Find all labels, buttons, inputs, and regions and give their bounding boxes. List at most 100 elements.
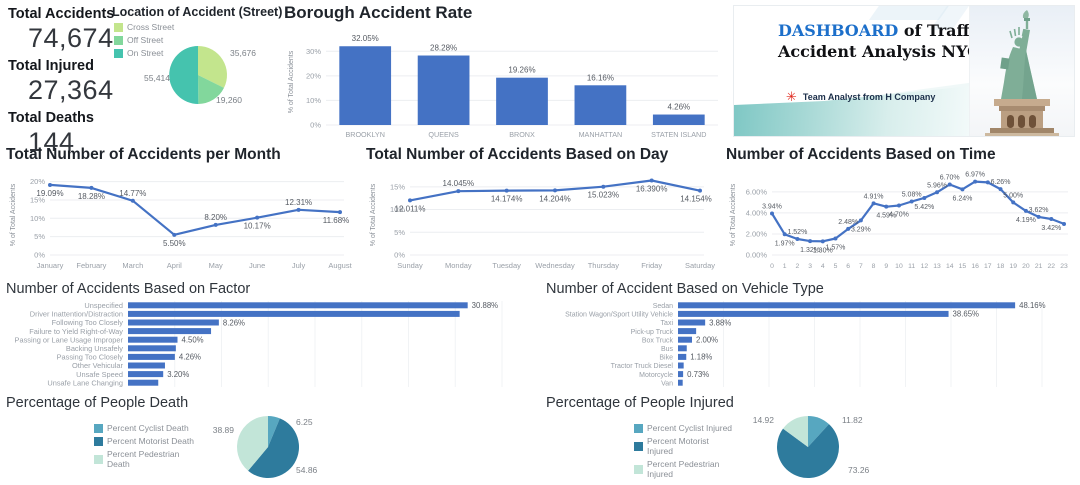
svg-text:28.28%: 28.28% xyxy=(430,44,457,53)
svg-text:30.88%: 30.88% xyxy=(472,301,499,310)
svg-text:Unspecified: Unspecified xyxy=(84,301,123,310)
svg-text:0%: 0% xyxy=(310,121,321,130)
svg-text:12.011%: 12.011% xyxy=(395,204,426,213)
svg-text:March: March xyxy=(122,261,143,270)
svg-text:5%: 5% xyxy=(394,228,405,237)
dashboard-banner: DASHBOARD of Traffic Accident Analysis N… xyxy=(733,5,1075,137)
svg-text:48.16%: 48.16% xyxy=(1019,301,1046,310)
svg-text:January: January xyxy=(37,261,64,270)
svg-text:5.50%: 5.50% xyxy=(163,239,186,248)
svg-text:Unsafe Lane Changing: Unsafe Lane Changing xyxy=(47,378,123,387)
injured-pie-panel: Percentage of People Injured Percent Cyc… xyxy=(546,395,1078,483)
svg-text:2.48%: 2.48% xyxy=(838,219,858,226)
legend-item: On Street xyxy=(114,48,174,58)
kpi-value: 74,674 xyxy=(28,23,114,53)
svg-text:19.09%: 19.09% xyxy=(36,189,63,198)
svg-text:2.00%: 2.00% xyxy=(696,336,718,345)
svg-text:30%: 30% xyxy=(306,47,321,56)
legend-item: Off Street xyxy=(114,35,174,45)
svg-text:3.62%: 3.62% xyxy=(1029,207,1049,214)
svg-text:Following Too Closely: Following Too Closely xyxy=(52,318,124,327)
borough-chart-panel: Borough Accident Rate 0% 10% 20% 30% % of To… xyxy=(284,3,726,143)
time-line-chart[interactable]: 0.00% 2.00% 4.00% 6.00% % of Total Accidents… xyxy=(726,166,1076,272)
svg-text:18.28%: 18.28% xyxy=(78,192,105,201)
team-asterisk-icon: ✳ xyxy=(786,89,797,104)
svg-text:6.24%: 6.24% xyxy=(953,195,973,202)
legend-swatch xyxy=(94,436,103,446)
death-pie-title: Percentage of People Death xyxy=(6,395,189,411)
svg-text:15%: 15% xyxy=(30,195,45,204)
legend-label: Percent Motorist Death xyxy=(107,436,194,446)
legend-item: Percent Pedestrian Death xyxy=(94,449,196,469)
svg-text:BROOKLYN: BROOKLYN xyxy=(345,130,384,139)
svg-text:BRONX: BRONX xyxy=(509,130,535,139)
legend-label: Percent Pedestrian Death xyxy=(107,449,180,469)
svg-text:% of Total Accidents: % of Total Accidents xyxy=(370,183,377,246)
legend-swatch xyxy=(634,441,643,451)
svg-text:11: 11 xyxy=(908,263,915,270)
death-pie-chart[interactable]: 6.25 54.86 38.89 xyxy=(196,413,538,481)
svg-text:5.08%: 5.08% xyxy=(902,192,922,199)
svg-text:4.26%: 4.26% xyxy=(667,103,690,112)
svg-text:Van: Van xyxy=(661,380,673,387)
svg-text:11.82: 11.82 xyxy=(842,415,863,425)
legend-swatch xyxy=(114,35,123,45)
factor-hbar-chart[interactable]: Unspecified 30.88% Driver Inattention/Dist… xyxy=(6,299,538,391)
svg-text:35,676: 35,676 xyxy=(230,48,256,58)
svg-text:18: 18 xyxy=(997,263,1005,270)
kpi-total-deaths: Total Deaths 144 xyxy=(8,110,138,158)
svg-text:32.05%: 32.05% xyxy=(352,34,379,43)
vehicle-chart-panel: Number of Accident Based on Vehicle Type… xyxy=(546,281,1078,394)
svg-text:14.92: 14.92 xyxy=(753,415,775,425)
svg-text:Bus: Bus xyxy=(661,346,674,353)
svg-text:13: 13 xyxy=(933,263,941,270)
kpi-value: 144 xyxy=(28,127,75,157)
svg-text:3.42%: 3.42% xyxy=(1041,225,1061,232)
legend-item: Percent Pedestrian Injured xyxy=(634,459,736,479)
svg-text:19: 19 xyxy=(1009,263,1017,270)
svg-text:Box Truck: Box Truck xyxy=(642,337,674,344)
svg-text:21: 21 xyxy=(1035,263,1043,270)
day-line-chart[interactable]: 0% 5% 10% 15% % of Total Accidents Sunday Mond… xyxy=(366,166,716,272)
day-chart-title: Total Number of Accidents Based on Day xyxy=(366,146,669,163)
svg-text:Tractor Truck Diesel: Tractor Truck Diesel xyxy=(611,363,674,370)
svg-text:1: 1 xyxy=(783,263,787,270)
svg-text:38.89: 38.89 xyxy=(213,425,235,435)
svg-text:20%: 20% xyxy=(306,71,321,80)
kpi-panel: Total Accidents 74,674 Total Injured 27,… xyxy=(8,6,138,162)
svg-text:0.73%: 0.73% xyxy=(687,370,709,379)
svg-text:Sunday: Sunday xyxy=(397,261,423,270)
borough-bar-chart[interactable]: 0% 10% 20% 30% % of Total Accidents 32.05% BRO… xyxy=(284,26,726,140)
location-pie-chart[interactable]: 35,676 19,260 55,414 xyxy=(112,19,286,129)
svg-text:Taxi: Taxi xyxy=(661,320,674,327)
svg-text:17: 17 xyxy=(984,263,992,270)
svg-text:55,414: 55,414 xyxy=(144,73,170,83)
svg-text:Saturday: Saturday xyxy=(685,261,715,270)
svg-text:4.50%: 4.50% xyxy=(182,336,204,345)
svg-text:12: 12 xyxy=(921,263,929,270)
injured-pie-chart[interactable]: 11.82 73.26 14.92 xyxy=(736,413,1078,481)
injured-pie-title: Percentage of People Injured xyxy=(546,395,734,411)
svg-text:Driver Inattention/Distraction: Driver Inattention/Distraction xyxy=(30,310,123,319)
svg-text:4.26%: 4.26% xyxy=(179,353,201,362)
svg-text:0%: 0% xyxy=(394,251,405,260)
svg-text:20%: 20% xyxy=(30,177,45,186)
svg-text:1.52%: 1.52% xyxy=(787,229,807,236)
svg-text:Passing Too Closely: Passing Too Closely xyxy=(57,353,124,362)
svg-text:6: 6 xyxy=(846,263,850,270)
legend-label: Off Street xyxy=(127,35,164,45)
svg-text:14.204%: 14.204% xyxy=(539,194,571,203)
svg-text:Friday: Friday xyxy=(641,261,662,270)
svg-text:1.97%: 1.97% xyxy=(775,240,795,247)
month-chart-title: Total Number of Accidents per Month xyxy=(6,146,281,163)
svg-text:6.25: 6.25 xyxy=(296,417,313,427)
svg-text:1.57%: 1.57% xyxy=(826,244,846,251)
injured-pie-legend: Percent Cyclist Injured Percent Motorist … xyxy=(546,413,736,481)
svg-text:MANHATTAN: MANHATTAN xyxy=(579,130,623,139)
svg-text:July: July xyxy=(292,261,306,270)
month-line-chart[interactable]: 0% 5% 10% 15% 20% % of Total Accidents January… xyxy=(6,166,356,272)
team-name: Team Analyst from H Company xyxy=(802,91,936,102)
svg-text:5.00%: 5.00% xyxy=(1003,192,1023,199)
legend-item: Percent Cyclist Death xyxy=(94,423,196,433)
vehicle-hbar-chart[interactable]: Sedan 48.16% Station Wagon/Sport Utility V… xyxy=(546,299,1078,391)
